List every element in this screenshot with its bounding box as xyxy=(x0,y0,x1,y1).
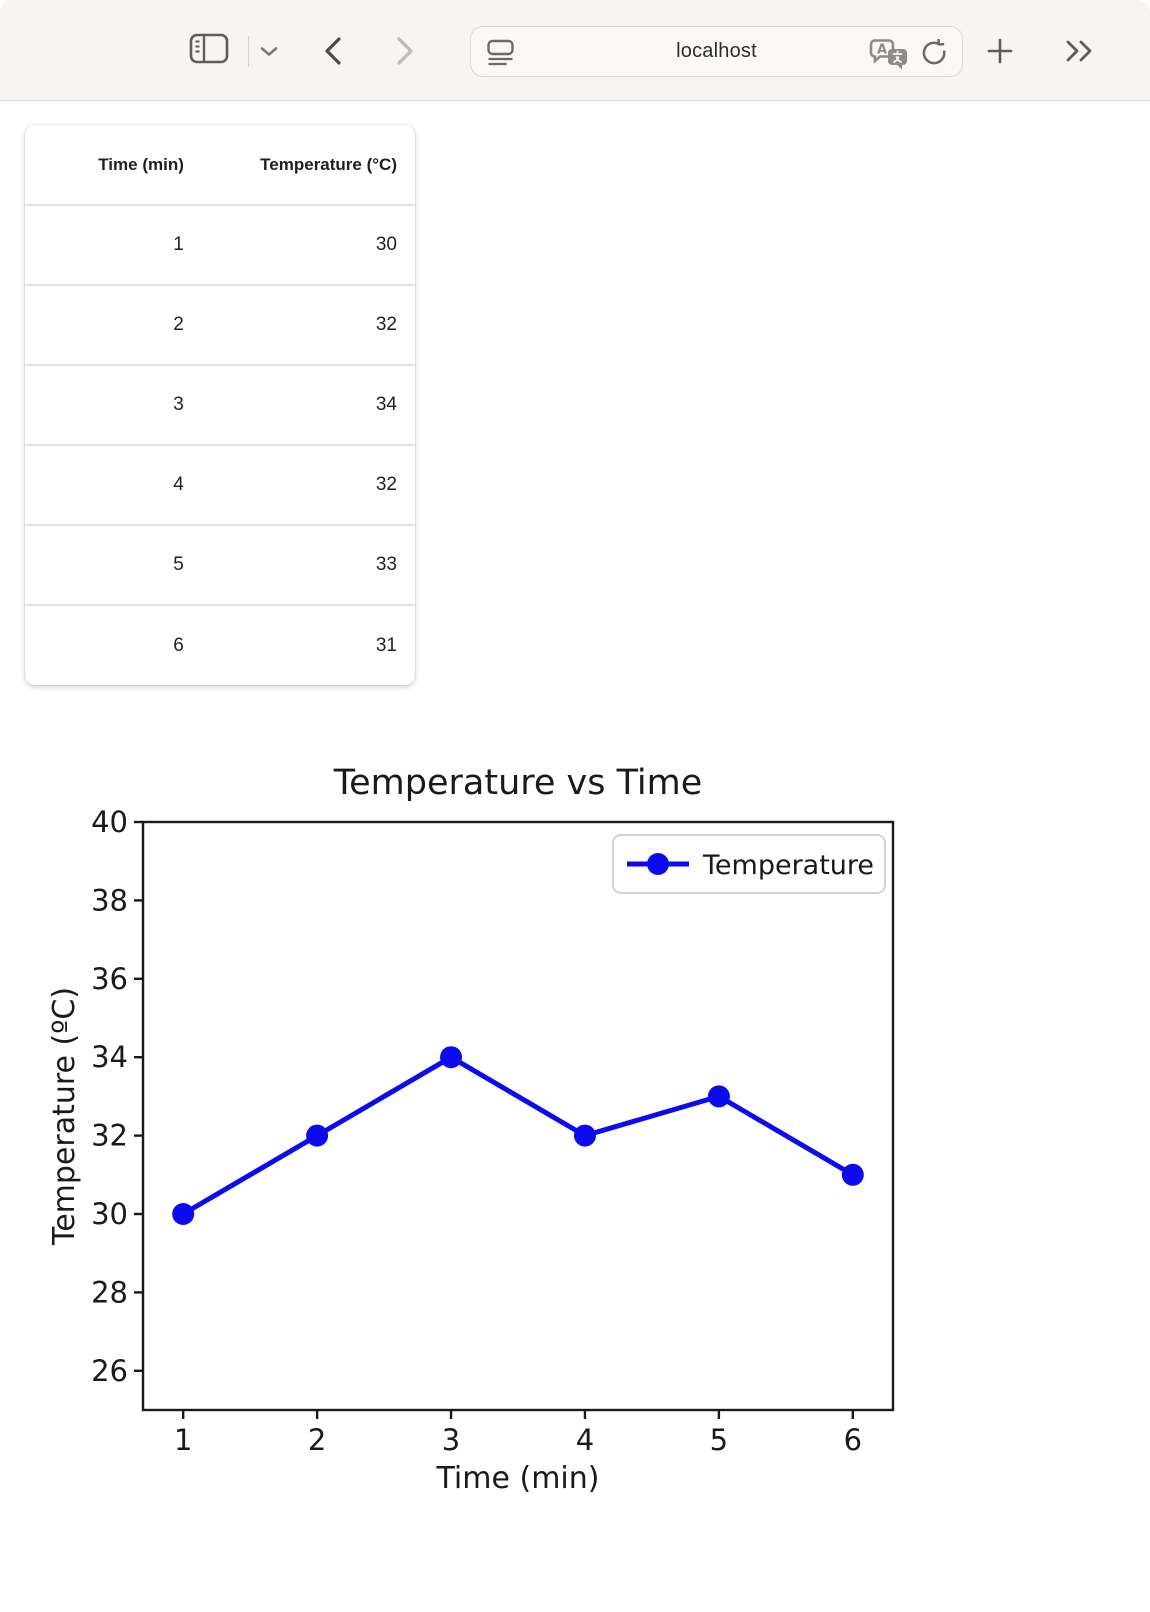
toolbar-overflow-button[interactable] xyxy=(1060,38,1100,66)
y-tick-label: 32 xyxy=(91,1119,128,1153)
y-tick-label: 36 xyxy=(91,962,128,996)
table-row: 3 34 xyxy=(25,365,415,445)
double-chevron-right-icon xyxy=(1064,40,1096,65)
chevron-down-icon xyxy=(260,45,278,60)
cell-temperature: 32 xyxy=(375,474,397,495)
temperature-table: Time (min) Temperature (°C) 1 30 2 32 3 34 4 32… xyxy=(25,125,415,685)
temperature-chart-figure: Temperature vs Time 1 2 3 4 5 6 26 28 30 32 34 36 38 4… xyxy=(40,745,900,1515)
chevron-right-icon xyxy=(396,36,414,68)
cell-time: 2 xyxy=(173,314,184,335)
legend-marker xyxy=(647,853,669,875)
cell-time: 1 xyxy=(173,234,184,255)
data-point xyxy=(306,1124,329,1147)
legend-label: Temperature xyxy=(702,850,874,881)
forward-button[interactable] xyxy=(390,36,420,68)
table-row: 6 31 xyxy=(25,605,415,685)
legend-box xyxy=(612,834,886,894)
reload-icon[interactable] xyxy=(920,38,948,72)
address-bar[interactable]: localhost A xyxy=(470,26,963,77)
column-header-temperature: Temperature (°C) xyxy=(260,154,397,174)
tab-overview-button[interactable] xyxy=(256,42,282,62)
sidebar-icon xyxy=(189,33,229,67)
cell-temperature: 32 xyxy=(375,314,397,335)
cell-time: 6 xyxy=(173,634,184,656)
window-zoom-button[interactable] xyxy=(118,40,143,65)
x-tick-label: 5 xyxy=(710,1423,728,1457)
data-point xyxy=(841,1163,864,1186)
sidebar-toggle-button[interactable] xyxy=(188,32,230,68)
back-button[interactable] xyxy=(318,36,348,68)
table-row: 5 33 xyxy=(25,525,415,605)
y-tick-label: 30 xyxy=(91,1197,128,1231)
table-row: 4 32 xyxy=(25,445,415,525)
table-row: 1 30 xyxy=(25,205,415,285)
y-tick-label: 40 xyxy=(91,805,128,839)
cell-time: 4 xyxy=(173,474,184,495)
toolbar-divider xyxy=(248,36,249,67)
plus-icon xyxy=(987,38,1013,67)
y-tick-label: 34 xyxy=(91,1040,128,1074)
cell-temperature: 33 xyxy=(375,554,397,575)
chevron-left-icon xyxy=(324,36,342,68)
x-tick-label: 4 xyxy=(576,1423,594,1457)
data-point xyxy=(707,1085,730,1108)
column-header-time: Time (min) xyxy=(98,154,184,174)
temperature-table-card: Time (min) Temperature (°C) 1 30 2 32 3 34 4 32… xyxy=(25,125,415,685)
cell-time: 3 xyxy=(173,394,184,415)
data-point xyxy=(573,1124,596,1147)
x-tick-label: 3 xyxy=(442,1423,460,1457)
plot-border xyxy=(141,820,895,1412)
cell-time: 5 xyxy=(173,554,184,575)
window-minimize-button[interactable] xyxy=(78,40,103,65)
x-axis-label: Time (min) xyxy=(436,1461,600,1496)
svg-text:A: A xyxy=(877,43,887,58)
cell-temperature: 30 xyxy=(375,234,397,255)
page-format-icon[interactable] xyxy=(487,39,514,71)
data-point xyxy=(440,1046,463,1069)
y-tick-label: 38 xyxy=(91,883,128,917)
window-close-button[interactable] xyxy=(38,40,63,65)
new-tab-button[interactable] xyxy=(983,36,1017,68)
y-tick-label: 28 xyxy=(91,1275,128,1309)
y-axis-label: Temperature (ºC) xyxy=(47,987,82,1246)
x-tick-label: 1 xyxy=(174,1423,192,1457)
table-row: 2 32 xyxy=(25,285,415,365)
x-tick-label: 2 xyxy=(308,1423,326,1457)
browser-toolbar: localhost A xyxy=(0,0,1150,101)
cell-temperature: 34 xyxy=(375,394,397,415)
url-text: localhost xyxy=(676,40,757,62)
table-header-row: Time (min) Temperature (°C) xyxy=(25,125,415,205)
y-tick-label: 26 xyxy=(91,1354,128,1388)
cell-temperature: 31 xyxy=(375,634,397,656)
chart-title: Temperature vs Time xyxy=(333,763,703,803)
series-line xyxy=(180,1054,856,1217)
data-point xyxy=(172,1203,195,1225)
translate-icon[interactable]: A xyxy=(868,38,910,77)
x-tick-label: 6 xyxy=(844,1423,862,1457)
